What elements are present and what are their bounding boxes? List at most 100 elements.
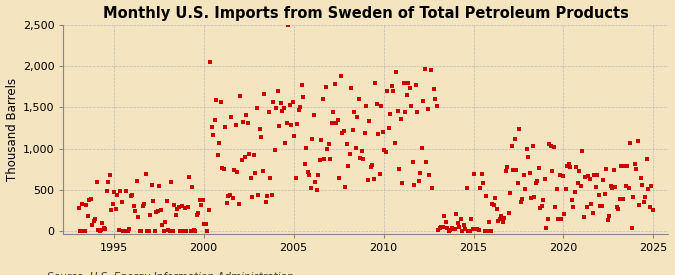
Point xyxy=(386,84,397,88)
Point xyxy=(298,95,308,99)
Point xyxy=(213,153,223,157)
Point xyxy=(292,121,303,126)
Point xyxy=(208,133,219,137)
Point xyxy=(91,180,102,184)
Point xyxy=(532,179,543,183)
Point xyxy=(566,198,577,202)
Point xyxy=(479,229,490,233)
Point xyxy=(133,215,144,219)
Point xyxy=(647,207,658,212)
Point xyxy=(551,186,562,191)
Point xyxy=(634,202,645,207)
Point xyxy=(186,229,196,233)
Point xyxy=(328,109,339,114)
Point xyxy=(456,216,466,221)
Point xyxy=(240,155,250,160)
Point xyxy=(281,121,292,125)
Point xyxy=(421,160,432,164)
Point xyxy=(619,164,630,169)
Point xyxy=(469,172,480,176)
Point xyxy=(321,85,331,89)
Point xyxy=(300,161,310,166)
Point xyxy=(547,169,558,174)
Point xyxy=(450,226,460,231)
Point xyxy=(379,147,389,152)
Point xyxy=(385,112,396,117)
Point xyxy=(199,222,210,226)
Point xyxy=(257,169,268,174)
Point xyxy=(184,175,195,179)
Point xyxy=(608,168,619,173)
Point xyxy=(497,220,508,224)
Point xyxy=(472,227,483,232)
Point xyxy=(172,207,183,211)
Point xyxy=(96,228,107,233)
Point xyxy=(445,228,456,232)
Point xyxy=(348,128,358,132)
Point xyxy=(646,183,657,188)
Point xyxy=(192,213,202,217)
Point xyxy=(263,110,274,114)
Point xyxy=(112,193,123,197)
Point xyxy=(504,211,514,216)
Point xyxy=(313,173,324,178)
Point xyxy=(132,178,142,183)
Point xyxy=(515,200,526,204)
Point xyxy=(90,217,101,221)
Point xyxy=(375,172,385,177)
Point xyxy=(473,228,484,232)
Point xyxy=(392,109,403,113)
Point xyxy=(230,123,241,128)
Point xyxy=(97,221,108,225)
Point xyxy=(510,137,520,141)
Point xyxy=(529,195,539,200)
Point xyxy=(128,204,139,209)
Point xyxy=(558,174,568,178)
Point xyxy=(209,118,220,122)
Point xyxy=(107,202,118,207)
Point xyxy=(470,227,481,232)
Point xyxy=(381,150,392,155)
Point xyxy=(73,206,84,210)
Point xyxy=(323,142,334,147)
Point xyxy=(193,210,204,215)
Point xyxy=(268,100,279,104)
Point xyxy=(188,228,199,232)
Point xyxy=(165,229,176,233)
Point xyxy=(229,168,240,172)
Point xyxy=(78,229,88,234)
Point xyxy=(628,195,639,199)
Point xyxy=(523,155,534,159)
Point xyxy=(541,226,551,230)
Point xyxy=(601,167,612,172)
Point xyxy=(153,209,163,213)
Point xyxy=(340,184,351,189)
Point xyxy=(488,203,499,208)
Point xyxy=(265,175,276,180)
Point xyxy=(259,91,270,96)
Point xyxy=(204,208,215,212)
Point xyxy=(520,187,531,191)
Point xyxy=(596,204,607,208)
Point xyxy=(280,141,291,145)
Point xyxy=(560,186,571,191)
Point xyxy=(505,191,516,196)
Point xyxy=(423,107,433,111)
Point xyxy=(537,204,547,208)
Point xyxy=(138,204,148,208)
Point xyxy=(490,196,501,200)
Point xyxy=(277,109,288,114)
Point xyxy=(100,227,111,232)
Point xyxy=(307,137,318,141)
Point xyxy=(256,134,267,139)
Point xyxy=(437,225,448,230)
Point xyxy=(461,186,472,191)
Point xyxy=(518,173,529,177)
Point xyxy=(640,195,651,199)
Point xyxy=(514,126,524,131)
Point xyxy=(613,207,624,211)
Point xyxy=(238,120,249,125)
Point xyxy=(274,123,285,128)
Point xyxy=(630,167,641,171)
Point xyxy=(622,164,632,168)
